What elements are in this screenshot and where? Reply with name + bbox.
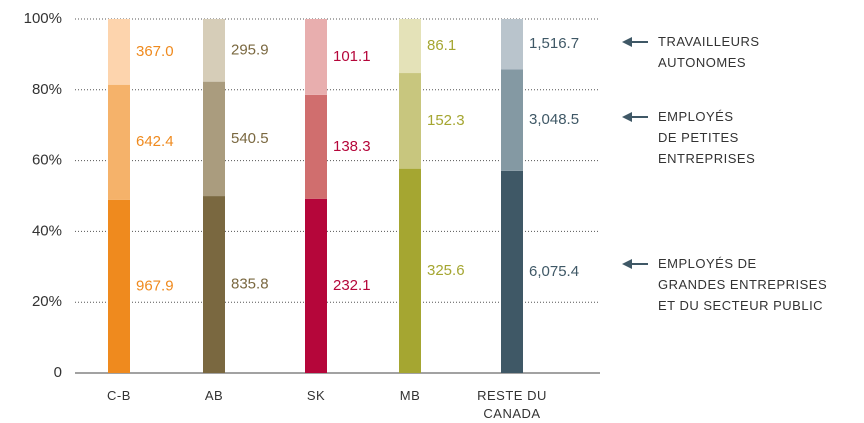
bar-segment <box>108 84 130 200</box>
bar-segment <box>305 94 327 199</box>
y-tick-label: 80% <box>32 81 62 98</box>
x-tick-label: MB <box>399 388 421 403</box>
legend-label: EMPLOYÉS DE GRANDES ENTREPRISES ET DU SE… <box>658 256 828 313</box>
value-label: 1,516.7 <box>529 35 579 52</box>
value-label: 3,048.5 <box>529 111 579 128</box>
x-tick-label: C-B <box>107 388 131 403</box>
bar-segment <box>203 19 225 82</box>
legend-arrowhead <box>622 37 632 47</box>
bar-segment <box>203 81 225 197</box>
bar-segment <box>501 170 523 373</box>
value-label: 325.6 <box>427 262 465 279</box>
bar-segment <box>399 168 421 373</box>
bar-segment <box>203 196 225 373</box>
value-label: 232.1 <box>333 277 371 294</box>
legend-arrowhead <box>622 112 632 122</box>
legend-arrowhead <box>622 259 632 269</box>
y-tick-label: 40% <box>32 222 62 239</box>
value-label: 6,075.4 <box>529 263 579 280</box>
value-label: 152.3 <box>427 112 465 129</box>
y-tick-label: 20% <box>32 293 62 310</box>
value-label: 295.9 <box>231 41 269 58</box>
value-label: 642.4 <box>136 133 174 150</box>
y-tick-label: 60% <box>32 152 62 169</box>
legend-label: EMPLOYÉS DE PETITES ENTREPRISES <box>658 109 756 166</box>
x-tick-label: SK <box>306 388 326 403</box>
bar-segment <box>501 69 523 171</box>
y-tick-label: 100% <box>24 10 62 27</box>
bar-segment <box>108 19 130 85</box>
value-label: 367.0 <box>136 43 174 60</box>
legend-label: TRAVAILLEURS AUTONOMES <box>658 34 760 70</box>
value-label: 835.8 <box>231 276 269 293</box>
y-tick-label: 0 <box>54 364 62 381</box>
x-tick-label: RESTE DU CANADA <box>477 388 547 421</box>
x-tick-label: AB <box>204 388 224 403</box>
bar-segment <box>501 19 523 70</box>
bar-segment <box>399 19 421 74</box>
bar-segment <box>108 199 130 373</box>
bar-segment <box>399 73 421 169</box>
bar-segment <box>305 19 327 95</box>
value-label: 86.1 <box>427 37 456 54</box>
value-label: 138.3 <box>333 138 371 155</box>
value-label: 967.9 <box>136 277 174 294</box>
bar-segment <box>305 198 327 373</box>
value-label: 540.5 <box>231 130 269 147</box>
value-label: 101.1 <box>333 48 371 65</box>
